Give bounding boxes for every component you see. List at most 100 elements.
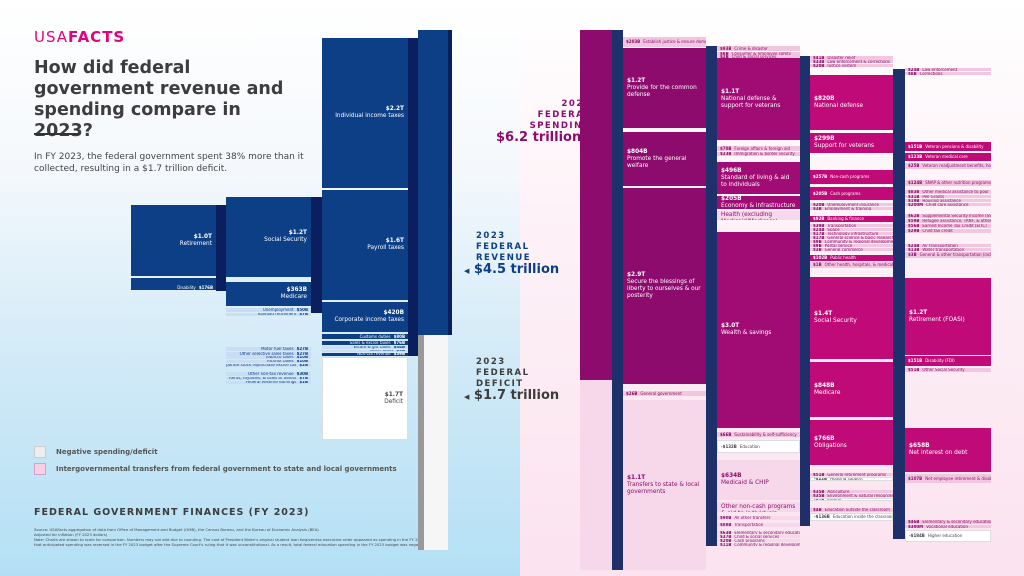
block-label: Customs duties bbox=[359, 334, 391, 339]
block-value: $19B bbox=[908, 199, 920, 202]
block-label: Other taxes bbox=[370, 350, 393, 352]
block-value: $92B bbox=[813, 216, 825, 221]
block-label: Education outside the classroom bbox=[824, 508, 890, 512]
block-value: $70B bbox=[720, 146, 732, 151]
block-value: $9B bbox=[396, 350, 405, 352]
revenue-block: Unemployment $50B bbox=[226, 308, 311, 312]
block-value: $2B bbox=[720, 55, 729, 58]
spending-block: $83B Other medical assistance to poor bbox=[905, 190, 991, 194]
block-label: Consumer & employee safety bbox=[731, 52, 792, 55]
block-value: $9B bbox=[813, 244, 822, 247]
total-year: 2023 bbox=[476, 357, 506, 367]
spending-block: $24B Law enforcement bbox=[905, 68, 991, 71]
block-label: Disability (FDI) bbox=[925, 358, 955, 363]
total-line: DEFICIT bbox=[476, 379, 524, 389]
block-label: General retirement programs bbox=[827, 473, 887, 476]
revenue-block: Railroad retirement $7B bbox=[226, 313, 311, 316]
block-value: $50B bbox=[296, 308, 308, 312]
revenue-block: $1.0T Retirement bbox=[131, 205, 216, 276]
block-value: $634B bbox=[721, 473, 742, 479]
spending-block: $56B Earned Income Tax Credit (EITC) bbox=[905, 224, 991, 228]
block-label: Child & social services bbox=[731, 55, 777, 58]
usafacts-logo[interactable]: USAFACTS bbox=[34, 28, 125, 46]
block-label: Other non-tax revenue bbox=[247, 372, 294, 376]
spending-block: $200M Child care assistance bbox=[905, 203, 991, 206]
legend-label: Negative spending/deficit bbox=[56, 448, 158, 456]
block-label: Transportation bbox=[734, 523, 764, 527]
block-value: $3B bbox=[813, 207, 822, 210]
block-value: $24B bbox=[908, 68, 920, 71]
block-value: $8B bbox=[720, 52, 729, 55]
block-label: General government bbox=[640, 391, 682, 396]
block-label: Space bbox=[827, 228, 840, 231]
block-label: Motor fuel taxes bbox=[261, 347, 294, 351]
revenue-block: Other non-tax revenue $30B bbox=[226, 372, 311, 376]
block-value: $51B bbox=[908, 368, 920, 372]
block-label: Water transportation bbox=[922, 248, 965, 251]
block-value: $51B bbox=[813, 473, 825, 476]
spending-block: $13B Water transportation bbox=[905, 248, 991, 251]
block-value: $7B bbox=[299, 377, 308, 380]
note-text: Note: Charts are shown to scale for comp… bbox=[34, 537, 449, 547]
block-label: Child tax credit bbox=[922, 229, 953, 233]
block-value: $300M bbox=[908, 525, 924, 528]
spending-block: $39B Transportation bbox=[810, 224, 893, 227]
block-label: Secure the blessings of liberty to ourse… bbox=[627, 279, 701, 299]
spending-block: $124B SNAP & other nutrition programs bbox=[905, 180, 991, 186]
spending-block: $4B Education outside the classroom bbox=[810, 508, 893, 512]
block-value: $804B bbox=[627, 148, 648, 155]
block-value: $34B bbox=[393, 346, 405, 349]
block-value: $4B bbox=[813, 508, 822, 512]
block-label: Immigration & border security bbox=[734, 152, 795, 156]
block-label: Health (excluding Medicaid/Medicare) bbox=[721, 212, 778, 220]
block-label: Unemployment bbox=[262, 308, 294, 312]
block-value: $3B bbox=[908, 252, 917, 257]
block-value: $144B bbox=[721, 502, 796, 504]
block-value: $17B bbox=[813, 236, 825, 239]
spending-block: $3B Employment & training bbox=[810, 207, 893, 210]
flow-connector bbox=[800, 56, 810, 526]
spending-block: -$136B Education inside the classroom bbox=[810, 513, 893, 521]
revenue-block: $2.2T Individual income taxes bbox=[322, 38, 408, 188]
spending-block: $8B Consumer & employee safety bbox=[717, 52, 800, 55]
spending-block: $205B Cash programs bbox=[810, 187, 893, 200]
block-value: $848B bbox=[814, 382, 835, 389]
block-value: $37B bbox=[720, 535, 732, 538]
total-line: SPENDING bbox=[529, 121, 592, 131]
block-value: -$136B bbox=[814, 514, 830, 519]
spending-total-bar bbox=[580, 30, 612, 380]
block-label: Non-tax revenue bbox=[357, 353, 391, 356]
spending-block: $634B Medicaid & CHIP bbox=[717, 460, 800, 500]
spending-block: $9B Community & regional development bbox=[810, 240, 893, 243]
block-label: Tobacco taxes bbox=[265, 356, 294, 359]
block-label: Disability bbox=[177, 285, 196, 290]
block-value: $76B bbox=[393, 341, 405, 345]
block-label: Other medical assistance to poor bbox=[922, 190, 989, 194]
block-label: Air transportation bbox=[922, 244, 958, 247]
block-value: $23B bbox=[720, 152, 732, 156]
spending-block: $41B Disaster relief bbox=[810, 56, 893, 60]
spending-block: $31B Pell Grants bbox=[905, 195, 991, 198]
block-label: Other Social Security bbox=[922, 368, 965, 372]
block-label: Deficit bbox=[384, 398, 403, 405]
block-label: Technology infrastructure bbox=[827, 232, 879, 235]
block-value: $2B bbox=[299, 381, 308, 384]
revenue-block: Federal Reserve earnings $2B bbox=[226, 381, 311, 384]
block-value: $56B bbox=[908, 224, 920, 228]
block-label: All other transfers bbox=[734, 516, 771, 520]
block-value: $20B bbox=[813, 203, 825, 206]
block-value: -$184B bbox=[909, 533, 925, 538]
block-label: Sustainability & self-sufficiency bbox=[734, 432, 797, 437]
block-value: $10B bbox=[296, 356, 308, 359]
total-year: 2023 bbox=[476, 231, 506, 241]
spending-block: $20B Cash programs bbox=[717, 539, 800, 542]
revenue-block: $1.2T Social Security bbox=[226, 197, 311, 277]
block-label: Net employee retirement & disability ben… bbox=[925, 475, 991, 481]
spending-block: $496B Standard of living & aid to individ… bbox=[717, 162, 800, 194]
block-value: $496B bbox=[721, 167, 742, 174]
revenue-block: $420B Corporate income taxes bbox=[322, 302, 408, 332]
legend-item-intergovernmental: Intergovernmental transfers from federal… bbox=[34, 463, 397, 475]
total-year: 2023 bbox=[561, 99, 592, 109]
block-value: $205B bbox=[721, 196, 742, 202]
